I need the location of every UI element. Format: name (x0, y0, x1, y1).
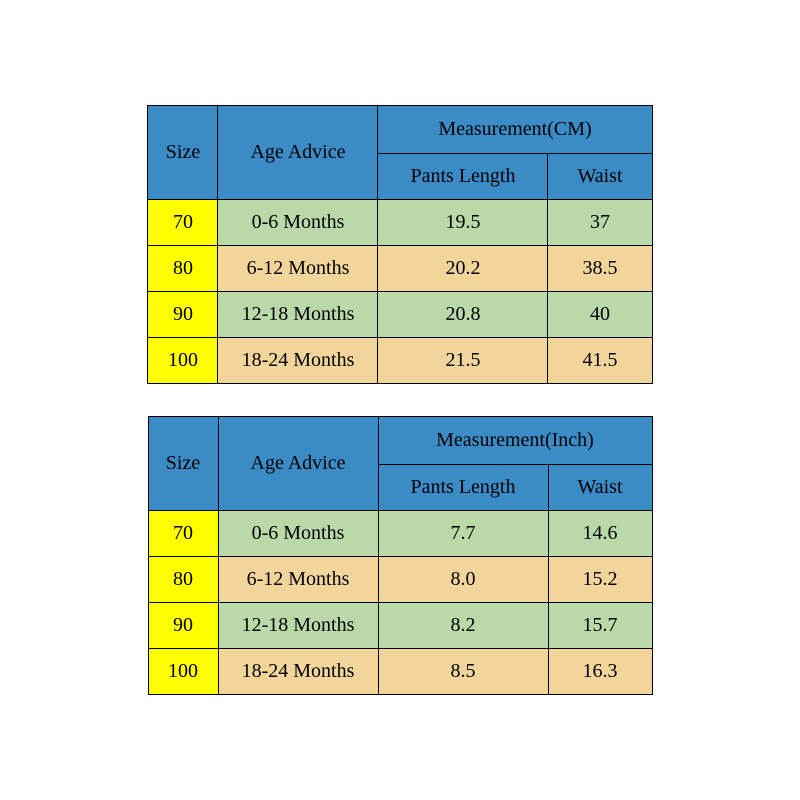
cell-size: 100 (148, 338, 218, 384)
table-row: 90 12-18 Months 8.2 15.7 (148, 603, 652, 649)
table-row: 70 0-6 Months 19.5 37 (148, 200, 652, 246)
cell-pants: 8.2 (378, 603, 548, 649)
header-row-1: Size Age Advice Measurement(CM) (148, 106, 652, 154)
cell-size: 80 (148, 246, 218, 292)
size-chart-cm: Size Age Advice Measurement(CM) Pants Le… (147, 105, 652, 384)
header-waist: Waist (548, 465, 652, 511)
cell-pants: 8.5 (378, 649, 548, 695)
cell-age: 12-18 Months (218, 603, 378, 649)
size-chart-inch: Size Age Advice Measurement(Inch) Pants … (148, 416, 653, 695)
cell-waist: 16.3 (548, 649, 652, 695)
cell-age: 12-18 Months (218, 292, 378, 338)
cell-pants: 20.2 (378, 246, 548, 292)
cell-waist: 40 (548, 292, 652, 338)
header-size: Size (148, 106, 218, 200)
header-age: Age Advice (218, 106, 378, 200)
header-measurement: Measurement(CM) (378, 106, 652, 154)
cell-pants: 8.0 (378, 557, 548, 603)
cell-size: 90 (148, 603, 218, 649)
cell-size: 90 (148, 292, 218, 338)
table-row: 90 12-18 Months 20.8 40 (148, 292, 652, 338)
cell-pants: 19.5 (378, 200, 548, 246)
table-row: 100 18-24 Months 8.5 16.3 (148, 649, 652, 695)
cell-pants: 21.5 (378, 338, 548, 384)
cell-waist: 37 (548, 200, 652, 246)
cell-size: 70 (148, 511, 218, 557)
table-row: 80 6-12 Months 20.2 38.5 (148, 246, 652, 292)
header-waist: Waist (548, 154, 652, 200)
cell-age: 18-24 Months (218, 338, 378, 384)
cell-size: 100 (148, 649, 218, 695)
cell-age: 6-12 Months (218, 246, 378, 292)
header-pants: Pants Length (378, 154, 548, 200)
cell-waist: 15.7 (548, 603, 652, 649)
header-row-1: Size Age Advice Measurement(Inch) (148, 417, 652, 465)
table-row: 80 6-12 Months 8.0 15.2 (148, 557, 652, 603)
header-age: Age Advice (218, 417, 378, 511)
cell-age: 0-6 Months (218, 200, 378, 246)
table-row: 70 0-6 Months 7.7 14.6 (148, 511, 652, 557)
cell-size: 80 (148, 557, 218, 603)
cell-pants: 7.7 (378, 511, 548, 557)
header-size: Size (148, 417, 218, 511)
cell-waist: 15.2 (548, 557, 652, 603)
table-row: 100 18-24 Months 21.5 41.5 (148, 338, 652, 384)
cell-age: 0-6 Months (218, 511, 378, 557)
cell-pants: 20.8 (378, 292, 548, 338)
cell-size: 70 (148, 200, 218, 246)
cell-waist: 41.5 (548, 338, 652, 384)
cell-waist: 38.5 (548, 246, 652, 292)
header-pants: Pants Length (378, 465, 548, 511)
cell-age: 18-24 Months (218, 649, 378, 695)
page: Size Age Advice Measurement(CM) Pants Le… (0, 0, 800, 800)
cell-waist: 14.6 (548, 511, 652, 557)
header-measurement: Measurement(Inch) (378, 417, 652, 465)
cell-age: 6-12 Months (218, 557, 378, 603)
